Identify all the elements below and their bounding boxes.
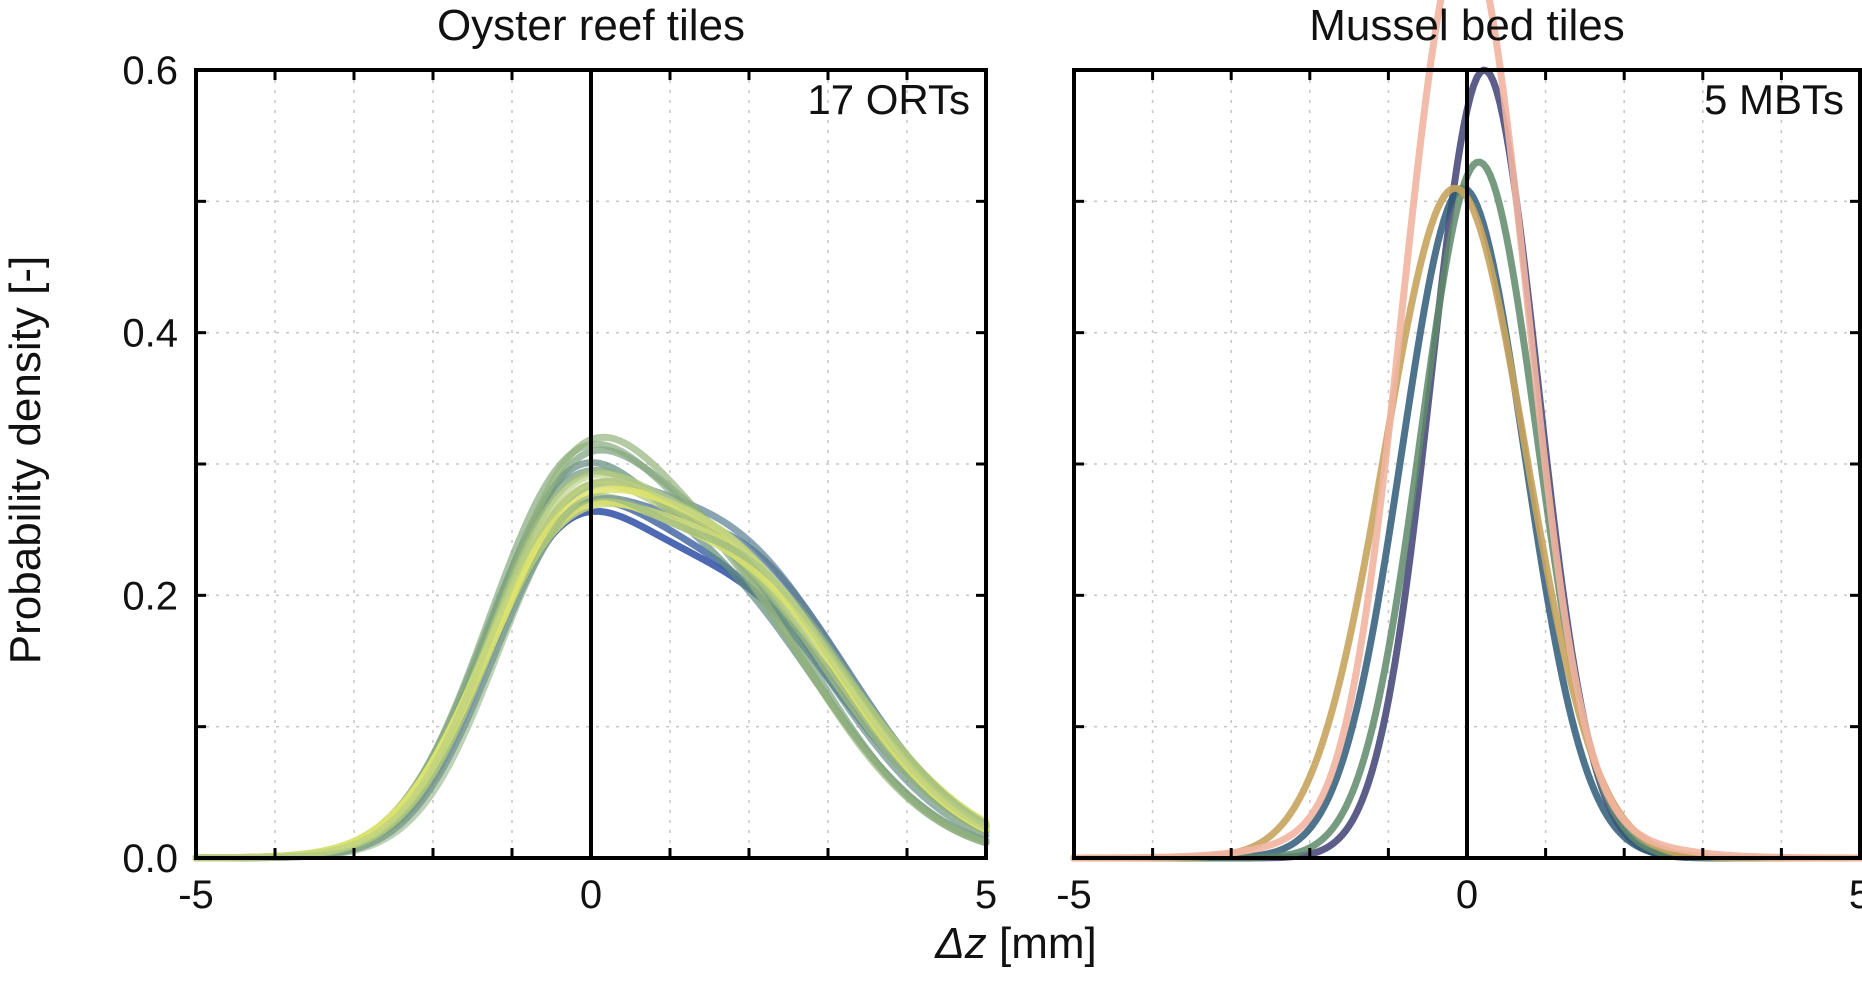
oyster-grid bbox=[196, 70, 986, 858]
y-axis-label: Probability density [-] bbox=[1, 256, 50, 664]
oyster-y-tick-label: 0.6 bbox=[122, 49, 178, 93]
mussel-series-5 bbox=[1070, 0, 1862, 862]
x-axis-label: Δz [mm] bbox=[934, 919, 1097, 968]
oyster-x-tick-label: 0 bbox=[580, 873, 602, 917]
mussel-panel-title: Mussel bed tiles bbox=[1309, 1, 1624, 50]
oyster-panel-title: Oyster reef tiles bbox=[437, 1, 745, 50]
mussel-x-tick-label: 0 bbox=[1456, 873, 1478, 917]
mussel-bed-panel: -5 0 5 Mussel bed tiles 5 MBTs bbox=[1056, 0, 1862, 917]
oyster-reef-panel: -5 0 5 0.0 0.2 0.4 0.6 Oyster reef tiles 17 OR… bbox=[122, 1, 997, 917]
oyster-y-tick-label: 0.4 bbox=[122, 312, 178, 356]
mussel-ticks: -5 0 5 bbox=[1056, 68, 1862, 917]
mussel-x-tick-label: -5 bbox=[1056, 873, 1092, 917]
mussel-x-tick-label: 5 bbox=[1849, 873, 1862, 917]
x-axis-label-symbol: Δz bbox=[934, 919, 987, 968]
x-axis-label-unit: [mm] bbox=[987, 919, 1097, 968]
oyster-count-annotation: 17 ORTs bbox=[807, 76, 970, 123]
oyster-x-tick-label: 5 bbox=[975, 873, 997, 917]
oyster-y-tick-label: 0.0 bbox=[122, 837, 178, 881]
oyster-ticks: -5 0 5 0.0 0.2 0.4 0.6 bbox=[122, 49, 997, 917]
oyster-y-tick-label: 0.2 bbox=[122, 574, 178, 618]
mussel-count-annotation: 5 MBTs bbox=[1704, 76, 1844, 123]
oyster-x-tick-label: -5 bbox=[178, 873, 214, 917]
